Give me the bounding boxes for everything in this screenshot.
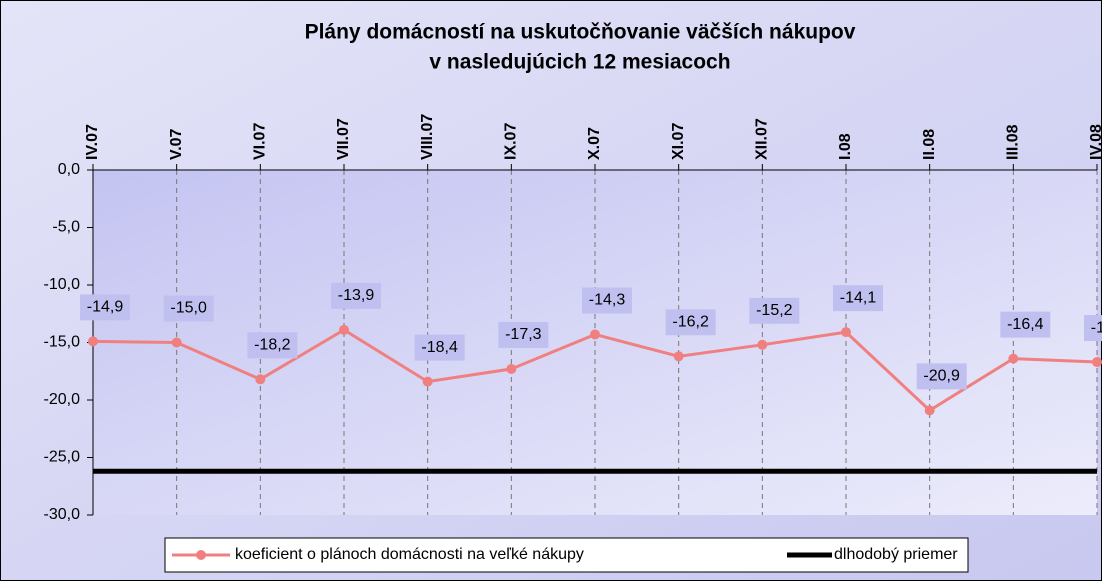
data-label: -15,2 [756, 302, 793, 319]
data-label-box [665, 309, 716, 336]
x-tick-label: IV.08 [1088, 124, 1102, 160]
marker [1092, 357, 1102, 368]
x-tick-label: V.07 [168, 128, 185, 160]
data-label-box [833, 285, 883, 312]
marker [171, 337, 182, 348]
marker [924, 405, 935, 416]
data-label-box [80, 294, 130, 321]
chart-title: Plány domácností na uskutočňovanie väčší… [305, 21, 856, 44]
marker [673, 351, 684, 362]
y-tick-label: -5,0 [52, 219, 80, 236]
x-tick-label: I.08 [837, 133, 854, 160]
data-label-box [163, 295, 214, 322]
legend-swatch-marker [196, 550, 206, 560]
y-tick-label: -15,0 [44, 334, 81, 351]
data-label-box [498, 321, 549, 348]
x-tick-label: VIII.07 [419, 114, 436, 160]
marker [590, 329, 600, 340]
x-tick-label: XII.07 [754, 118, 771, 160]
x-tick-label: XI.07 [670, 123, 687, 160]
data-label: -14,3 [589, 292, 626, 309]
data-label-box [1084, 315, 1102, 342]
marker [506, 363, 517, 374]
data-label: -16,7 [1091, 319, 1102, 336]
legend [164, 537, 969, 573]
data-label: -13,9 [338, 287, 375, 304]
data-label: -14,9 [87, 299, 124, 316]
data-label: -17,3 [505, 326, 542, 343]
y-tick-label: -30,0 [44, 506, 81, 523]
data-label-box [331, 282, 381, 309]
data-label: -18,2 [254, 337, 291, 354]
marker [339, 324, 349, 335]
data-label: -20,9 [923, 368, 960, 385]
data-label: -18,4 [421, 339, 458, 356]
chart-title: v nasledujúcich 12 mesiacoch [429, 51, 730, 74]
data-label: -16,4 [1007, 316, 1044, 333]
x-tick-label: II.08 [921, 129, 938, 160]
data-label-box [749, 297, 800, 324]
data-label-box [247, 332, 298, 359]
data-label: -14,1 [840, 289, 877, 306]
y-tick-label: -25,0 [44, 449, 81, 466]
marker [841, 327, 851, 338]
y-tick-label: -10,0 [44, 276, 81, 293]
marker [422, 376, 433, 387]
x-tick-label: VI.07 [252, 123, 269, 160]
x-tick-label: IX.07 [503, 123, 520, 160]
marker [88, 336, 98, 347]
data-label-box [1000, 311, 1051, 338]
y-tick-label: -20,0 [44, 391, 81, 408]
x-tick-label: IV.07 [84, 124, 101, 160]
y-tick-label: 0,0 [58, 161, 80, 178]
marker [757, 339, 768, 350]
x-tick-label: III.08 [1005, 124, 1022, 160]
x-tick-label: X.07 [586, 127, 603, 160]
x-tick-label: VII.07 [335, 118, 352, 160]
data-label-box [916, 363, 967, 390]
marker [1008, 353, 1019, 364]
legend-label: koeficient o plánoch domácnosti na veľké… [235, 546, 584, 563]
data-label: -15,0 [170, 300, 207, 317]
marker [255, 374, 266, 385]
data-label-box [582, 287, 632, 314]
data-label: -16,2 [672, 314, 709, 331]
data-label-box [414, 334, 465, 361]
legend-label: dlhodobý priemer [834, 546, 958, 563]
